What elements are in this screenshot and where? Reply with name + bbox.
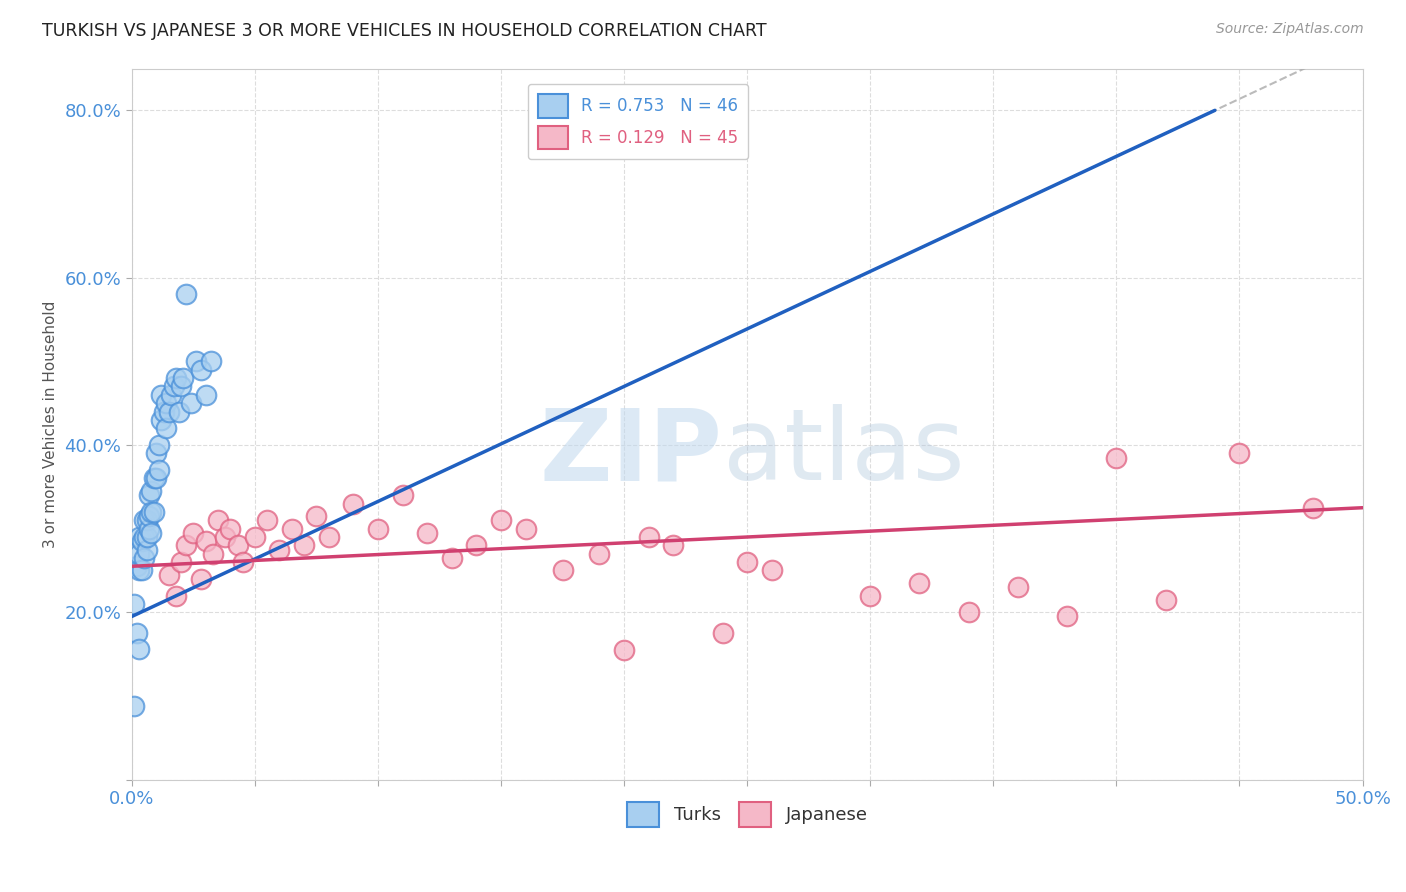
Point: [183, 525, 205, 540]
Point: [1302, 500, 1324, 515]
Point: [160, 388, 183, 402]
Point: [194, 388, 217, 402]
Point: [662, 538, 685, 552]
Point: [1056, 609, 1078, 624]
Point: [155, 421, 177, 435]
Point: [131, 534, 153, 549]
Point: [122, 698, 145, 713]
Point: [141, 525, 163, 540]
Point: [908, 576, 931, 591]
Point: [194, 534, 217, 549]
Point: [711, 626, 734, 640]
Text: TURKISH VS JAPANESE 3 OR MORE VEHICLES IN HOUSEHOLD CORRELATION CHART: TURKISH VS JAPANESE 3 OR MORE VEHICLES I…: [42, 22, 766, 40]
Y-axis label: 3 or more Vehicles in Household: 3 or more Vehicles in Household: [44, 301, 58, 548]
Point: [207, 513, 229, 527]
Point: [1105, 450, 1128, 465]
Point: [735, 555, 758, 569]
Point: [180, 396, 202, 410]
Text: Source: ZipAtlas.com: Source: ZipAtlas.com: [1216, 22, 1364, 37]
Point: [141, 483, 163, 498]
Point: [489, 513, 512, 527]
Point: [173, 371, 195, 385]
Point: [1007, 580, 1029, 594]
Point: [440, 550, 463, 565]
Point: [859, 589, 882, 603]
Point: [465, 538, 488, 552]
Point: [128, 642, 150, 657]
Point: [226, 538, 249, 552]
Point: [138, 522, 160, 536]
Point: [148, 463, 170, 477]
Point: [153, 404, 176, 418]
Point: [155, 396, 177, 410]
Point: [142, 505, 165, 519]
Point: [132, 513, 155, 527]
Point: [1229, 446, 1251, 460]
Point: [150, 413, 173, 427]
Point: [131, 564, 153, 578]
Point: [128, 547, 150, 561]
Point: [269, 542, 291, 557]
Point: [761, 564, 783, 578]
Point: [391, 488, 413, 502]
Point: [135, 530, 157, 544]
Point: [613, 643, 636, 657]
Point: [170, 555, 193, 569]
Point: [150, 388, 173, 402]
Point: [170, 379, 193, 393]
Point: [132, 550, 155, 565]
Point: [128, 564, 150, 578]
Point: [637, 530, 659, 544]
Point: [165, 589, 187, 603]
Point: [256, 513, 278, 527]
Point: [292, 538, 315, 552]
Point: [219, 522, 242, 536]
Point: [135, 542, 157, 557]
Point: [190, 572, 212, 586]
Point: [588, 547, 610, 561]
Point: [145, 446, 167, 460]
Point: [214, 530, 236, 544]
Point: [281, 522, 304, 536]
Point: [138, 488, 160, 502]
Point: [157, 404, 180, 418]
Point: [305, 509, 328, 524]
Point: [318, 530, 340, 544]
Point: [551, 564, 574, 578]
Text: atlas: atlas: [723, 404, 965, 501]
Point: [132, 530, 155, 544]
Point: [163, 379, 186, 393]
Point: [174, 538, 197, 552]
Point: [165, 371, 187, 385]
Point: [232, 555, 254, 569]
Point: [128, 530, 150, 544]
Point: [148, 438, 170, 452]
Point: [125, 626, 148, 640]
Point: [367, 522, 389, 536]
Point: [190, 362, 212, 376]
Point: [416, 525, 439, 540]
Point: [125, 559, 148, 574]
Point: [200, 354, 222, 368]
Point: [202, 547, 225, 561]
Point: [157, 567, 180, 582]
Point: [167, 404, 190, 418]
Point: [141, 505, 163, 519]
Point: [138, 509, 160, 524]
Point: [135, 513, 157, 527]
Point: [515, 522, 537, 536]
Point: [184, 354, 207, 368]
Point: [1154, 592, 1177, 607]
Point: [342, 497, 364, 511]
Point: [142, 471, 165, 485]
Point: [957, 605, 980, 619]
Point: [145, 471, 167, 485]
Point: [243, 530, 266, 544]
Text: ZIP: ZIP: [540, 404, 723, 501]
Point: [122, 597, 145, 611]
Legend: Turks, Japanese: Turks, Japanese: [620, 795, 875, 835]
Point: [174, 287, 197, 301]
